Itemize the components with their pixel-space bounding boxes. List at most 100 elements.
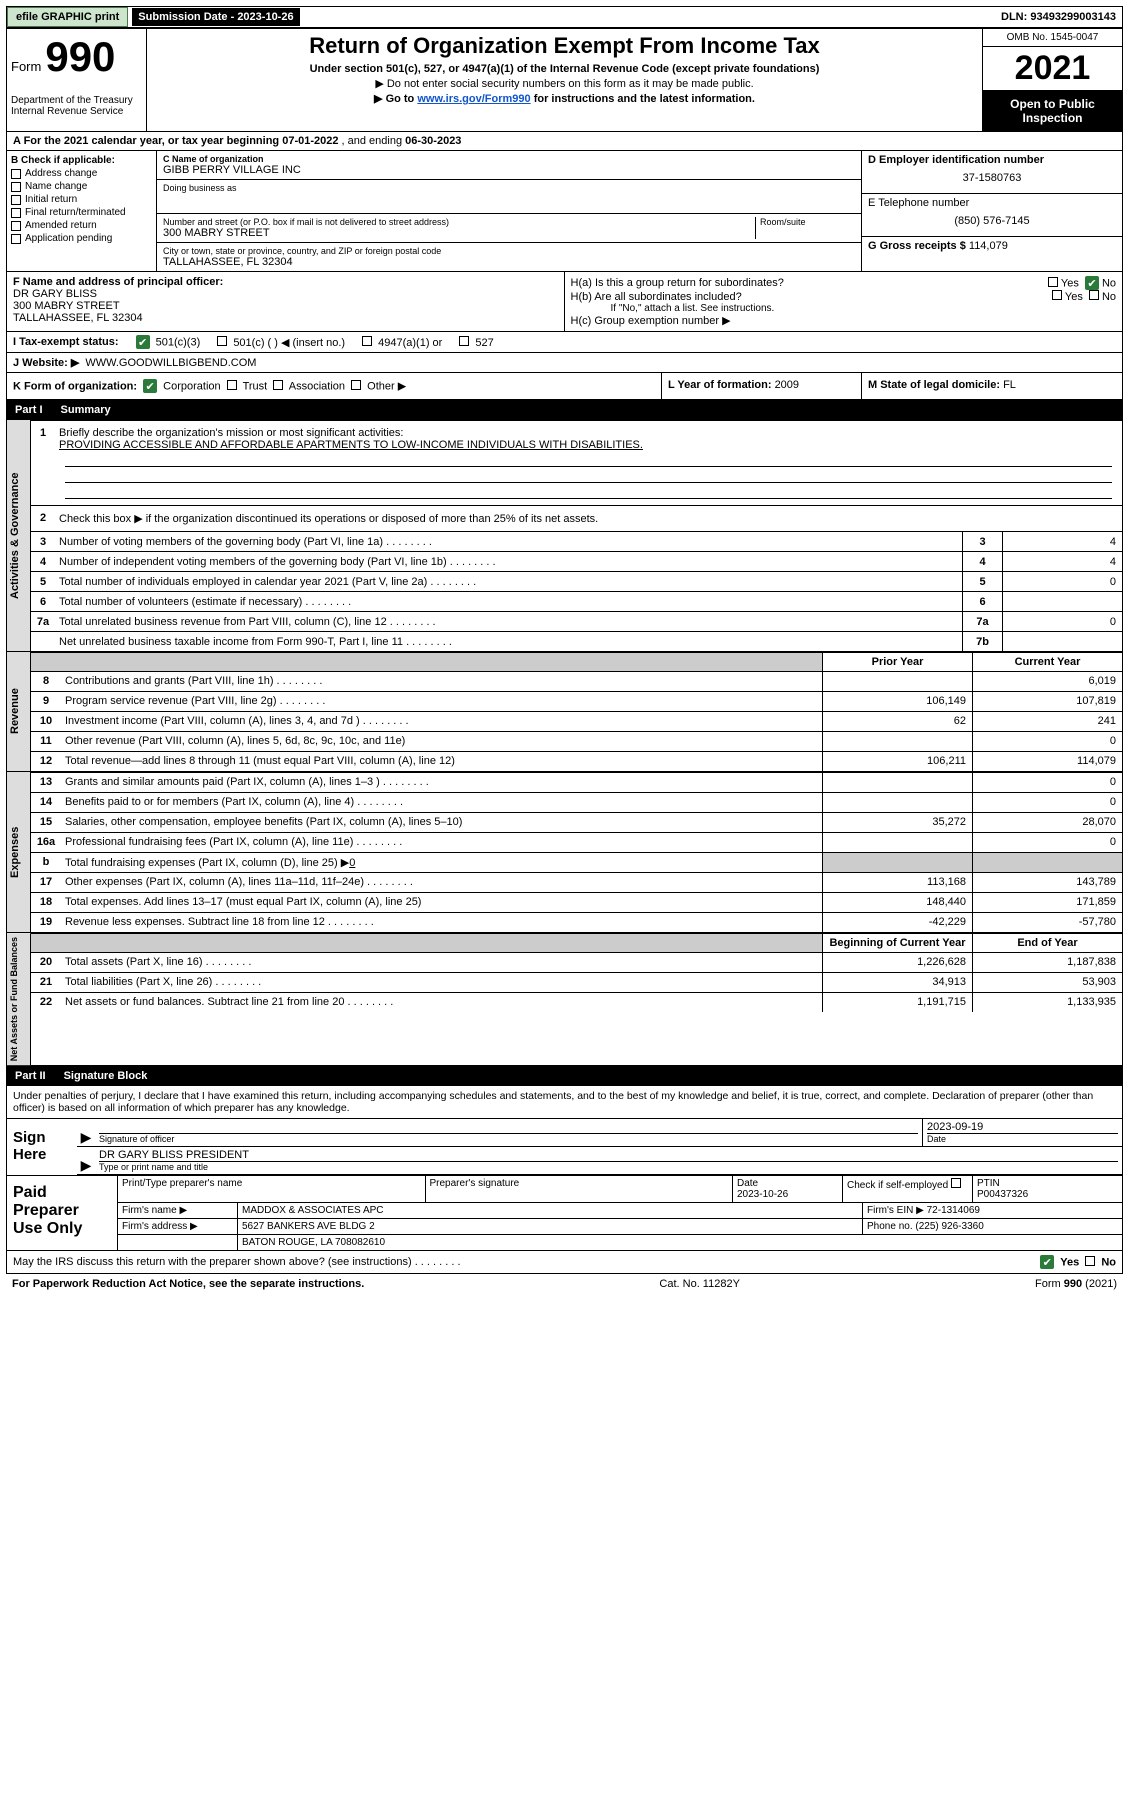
self-employed-checkbox[interactable] (951, 1178, 961, 1188)
r22-begin: 1,191,715 (822, 993, 972, 1012)
dln-label: DLN: 93493299003143 (995, 8, 1122, 26)
column-d-e-g: D Employer identification number 37-1580… (862, 151, 1122, 271)
amended-return-checkbox[interactable] (11, 221, 21, 231)
part-2-header: Part II Signature Block (6, 1066, 1123, 1086)
r8-current: 6,019 (972, 672, 1122, 691)
row-i-tax-status: I Tax-exempt status: ✔ 501(c)(3) 501(c) … (6, 332, 1123, 353)
line7a-value: 0 (1002, 612, 1122, 631)
irs-link[interactable]: www.irs.gov/Form990 (417, 93, 530, 105)
r15-current: 28,070 (972, 813, 1122, 832)
org-street: 300 MABRY STREET (163, 227, 755, 239)
r11-current: 0 (972, 732, 1122, 751)
527-checkbox[interactable] (459, 336, 469, 346)
paid-preparer-label: Paid Preparer Use Only (7, 1176, 117, 1250)
line5-value: 0 (1002, 572, 1122, 591)
website-value: WWW.GOODWILLBIGBEND.COM (85, 357, 256, 369)
sidebar-expenses: Expenses (7, 772, 31, 932)
sidebar-activities: Activities & Governance (7, 420, 31, 651)
firm-ein: 72-1314069 (927, 1205, 980, 1216)
r19-current: -57,780 (972, 913, 1122, 932)
ptin-value: P00437326 (977, 1189, 1028, 1200)
r13-prior (822, 773, 972, 792)
discuss-no-checkbox[interactable] (1085, 1256, 1095, 1266)
ha-yes-checkbox[interactable] (1048, 277, 1058, 287)
discuss-yes-checkbox[interactable]: ✔ (1040, 1255, 1054, 1269)
top-toolbar: efile GRAPHIC print Submission Date - 20… (6, 6, 1123, 28)
r14-prior (822, 793, 972, 812)
mission-text: PROVIDING ACCESSIBLE AND AFFORDABLE APAR… (59, 439, 1118, 451)
address-change-checkbox[interactable] (11, 169, 21, 179)
ha-no-checkbox[interactable]: ✔ (1085, 276, 1099, 290)
row-l-year: L Year of formation: 2009 (662, 373, 862, 399)
row-j-website: J Website: ▶ WWW.GOODWILLBIGBEND.COM (6, 353, 1123, 373)
r12-current: 114,079 (972, 752, 1122, 771)
firm-addr2: BATON ROUGE, LA 708082610 (237, 1235, 1122, 1250)
page-footer: For Paperwork Reduction Act Notice, see … (6, 1274, 1123, 1294)
line3-value: 4 (1002, 532, 1122, 551)
form-subtitle-2: ▶ Do not enter social security numbers o… (151, 77, 978, 90)
r10-prior: 62 (822, 712, 972, 731)
r21-end: 53,903 (972, 973, 1122, 992)
form-subtitle-1: Under section 501(c), 527, or 4947(a)(1)… (151, 63, 978, 75)
trust-checkbox[interactable] (227, 380, 237, 390)
r9-current: 107,819 (972, 692, 1122, 711)
submission-date-label: Submission Date - 2023-10-26 (132, 8, 299, 26)
form-word: Form (11, 59, 41, 74)
org-city: TALLAHASSEE, FL 32304 (163, 256, 855, 268)
efile-print-button[interactable]: efile GRAPHIC print (7, 7, 128, 27)
r10-current: 241 (972, 712, 1122, 731)
form-number: 990 (45, 33, 115, 81)
row-h-group: H(a) Is this a group return for subordin… (565, 272, 1123, 331)
sign-here-label: Sign Here (7, 1119, 77, 1175)
tax-year: 2021 (983, 47, 1122, 91)
sig-date: 2023-09-19 (927, 1121, 1118, 1133)
r15-prior: 35,272 (822, 813, 972, 832)
discuss-row: May the IRS discuss this return with the… (6, 1251, 1123, 1274)
r16b-value: 0 (349, 857, 355, 869)
r18-current: 171,859 (972, 893, 1122, 912)
name-change-checkbox[interactable] (11, 182, 21, 192)
column-c-org-info: C Name of organization GIBB PERRY VILLAG… (157, 151, 862, 271)
ein-value: 37-1580763 (868, 166, 1116, 190)
r11-prior (822, 732, 972, 751)
dept-treasury: Department of the Treasury Internal Reve… (11, 95, 142, 117)
row-k-form-org: K Form of organization: ✔ Corporation Tr… (7, 373, 662, 399)
other-checkbox[interactable] (351, 380, 361, 390)
association-checkbox[interactable] (273, 380, 283, 390)
part-1-header: Part I Summary (6, 400, 1123, 420)
row-f-officer: F Name and address of principal officer:… (7, 272, 565, 331)
hb-yes-checkbox[interactable] (1052, 290, 1062, 300)
open-to-public: Open to Public Inspection (983, 91, 1122, 131)
phone-value: (850) 576-7145 (868, 209, 1116, 233)
r17-current: 143,789 (972, 873, 1122, 892)
line6-value (1002, 592, 1122, 611)
hb-no-checkbox[interactable] (1089, 290, 1099, 300)
line4-value: 4 (1002, 552, 1122, 571)
application-pending-checkbox[interactable] (11, 234, 21, 244)
final-return-checkbox[interactable] (11, 208, 21, 218)
form-subtitle-3: ▶ Go to www.irs.gov/Form990 for instruct… (151, 92, 978, 105)
r20-begin: 1,226,628 (822, 953, 972, 972)
r12-prior: 106,211 (822, 752, 972, 771)
r20-end: 1,187,838 (972, 953, 1122, 972)
501c-checkbox[interactable] (217, 336, 227, 346)
r9-prior: 106,149 (822, 692, 972, 711)
sidebar-net-assets: Net Assets or Fund Balances (7, 933, 31, 1065)
column-b-checkboxes: B Check if applicable: Address change Na… (7, 151, 157, 271)
firm-name: MADDOX & ASSOCIATES APC (237, 1203, 862, 1218)
r17-prior: 113,168 (822, 873, 972, 892)
firm-addr1: 5627 BANKERS AVE BLDG 2 (237, 1219, 862, 1234)
org-name: GIBB PERRY VILLAGE INC (163, 164, 855, 176)
r13-current: 0 (972, 773, 1122, 792)
corporation-checkbox[interactable]: ✔ (143, 379, 157, 393)
firm-phone: (225) 926-3360 (915, 1221, 983, 1232)
gross-receipts: 114,079 (969, 240, 1008, 252)
r21-begin: 34,913 (822, 973, 972, 992)
r14-current: 0 (972, 793, 1122, 812)
r18-prior: 148,440 (822, 893, 972, 912)
501c3-checkbox[interactable]: ✔ (136, 335, 150, 349)
4947-checkbox[interactable] (362, 336, 372, 346)
line7b-value (1002, 632, 1122, 651)
form-header: Form 990 Department of the Treasury Inte… (6, 28, 1123, 132)
initial-return-checkbox[interactable] (11, 195, 21, 205)
